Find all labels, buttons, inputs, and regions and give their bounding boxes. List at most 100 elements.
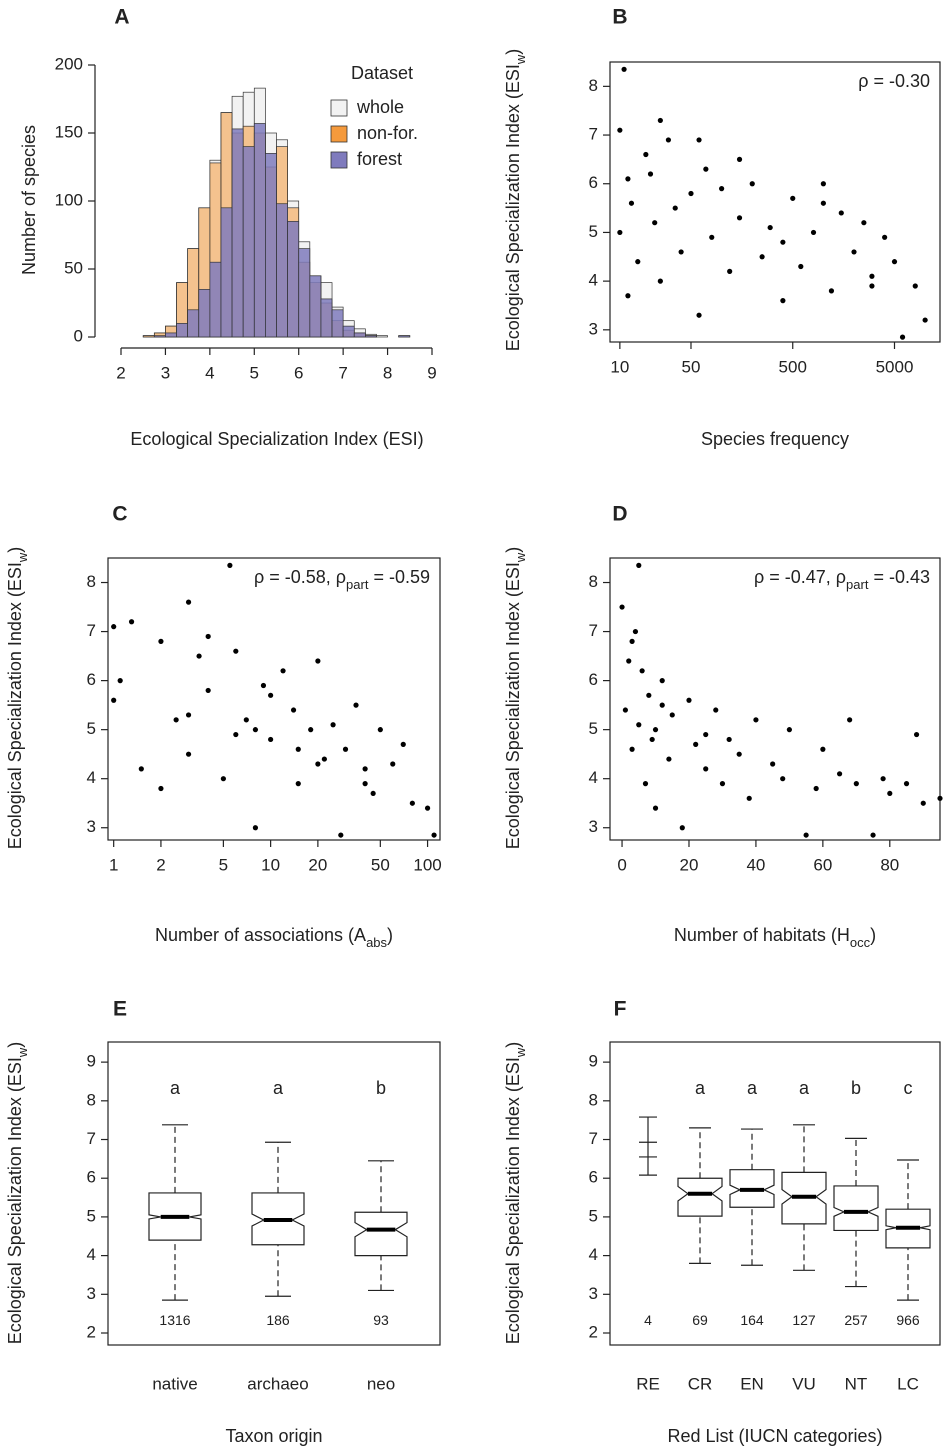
- scatter-point: [899, 334, 906, 340]
- plot-frame: [609, 1041, 941, 1346]
- x-tick-label: 10: [610, 357, 629, 376]
- scatter-point: [891, 259, 898, 265]
- scatter-point: [280, 668, 286, 674]
- legend-title: Dataset: [351, 63, 413, 83]
- scatter-point: [703, 166, 709, 172]
- group-letter: a: [799, 1078, 810, 1098]
- y-tick-label: 150: [55, 122, 83, 141]
- scatter-point: [709, 234, 715, 240]
- y-tick-label: 50: [64, 258, 83, 277]
- count-label: 257: [844, 1312, 868, 1328]
- scatter-point: [665, 137, 672, 143]
- scatter-point: [780, 298, 786, 304]
- x-tick-label: 50: [682, 357, 701, 376]
- scatter-point: [749, 181, 755, 187]
- histogram-bar: [231, 128, 244, 338]
- annotation-part: = -0.59: [368, 567, 430, 587]
- scatter-point: [632, 628, 639, 635]
- scatter-point: [652, 805, 659, 811]
- histogram-bar: [365, 335, 377, 338]
- y-tick-label: 2: [87, 1322, 96, 1341]
- panel-label: A: [114, 6, 129, 29]
- y-tick-label: 8: [87, 1090, 96, 1109]
- scatter-point: [672, 205, 678, 211]
- y-tick-label: 3: [87, 1284, 96, 1303]
- y-tick-label: 3: [87, 817, 96, 836]
- scatter-point: [937, 795, 943, 801]
- scatter-point: [882, 234, 888, 240]
- scatter-point: [111, 624, 117, 630]
- scatter-point: [643, 151, 649, 158]
- annotation-part: part: [846, 577, 869, 592]
- scatter-point: [400, 741, 406, 747]
- y-axis-title-part: Ecological Specialization Index (ESI: [503, 64, 523, 351]
- annotation: ρ = -0.47, ρpart = -0.43: [754, 567, 930, 592]
- scatter-point: [736, 215, 743, 221]
- annotation-part: = -0.43: [868, 567, 930, 587]
- scatter-point: [295, 746, 301, 752]
- y-axis-title-part: ): [503, 1042, 523, 1048]
- scatter-point: [696, 137, 702, 143]
- scatter-point: [659, 678, 665, 684]
- y-tick-label: 6: [87, 670, 96, 689]
- x-tick-label: 3: [161, 363, 170, 382]
- y-tick-label: 8: [589, 572, 598, 591]
- scatter-point: [719, 186, 725, 192]
- x-axis-title-part: ): [387, 925, 393, 945]
- scatter-point: [629, 638, 635, 644]
- histogram-bar: [209, 261, 222, 338]
- scatter-point: [635, 259, 641, 265]
- x-tick-label: 2: [156, 855, 165, 874]
- legend-label: non-for.: [357, 123, 418, 143]
- scatter-point: [158, 638, 164, 644]
- scatter-point: [185, 751, 192, 757]
- scatter-point: [679, 825, 685, 831]
- x-axis-title-part: abs: [366, 935, 387, 950]
- box: [781, 1171, 827, 1225]
- plot-frame: [107, 557, 441, 841]
- scatter-point: [836, 771, 843, 777]
- y-axis-title: Ecological Specialization Index (ESIw): [5, 547, 30, 850]
- scatter-point: [625, 293, 631, 299]
- scatter-point: [851, 249, 857, 255]
- x-axis-title: Species frequency: [701, 429, 849, 449]
- y-tick-label: 9: [87, 1052, 96, 1071]
- histogram-bar: [187, 309, 200, 338]
- histogram-bar: [220, 207, 233, 338]
- scatter-point: [338, 832, 344, 838]
- scatter-point: [853, 781, 859, 787]
- y-tick-label: 6: [589, 1168, 598, 1187]
- x-tick-label: 4: [205, 363, 214, 382]
- x-axis-title-part: Number of associations (A: [155, 925, 366, 945]
- y-tick-label: 4: [87, 768, 96, 787]
- scatter-point: [659, 702, 665, 708]
- x-tick-label: 50: [371, 855, 390, 874]
- scatter-point: [669, 712, 675, 718]
- scatter-point: [621, 66, 627, 72]
- group-letter: a: [695, 1078, 706, 1098]
- box: [833, 1185, 879, 1232]
- x-tick-label: NT: [845, 1374, 868, 1393]
- scatter-point: [636, 562, 642, 568]
- x-tick-label: 40: [746, 855, 765, 874]
- x-tick-label: 8: [383, 363, 392, 382]
- scatter-point: [342, 746, 349, 752]
- scatter-point: [268, 736, 274, 743]
- box: [148, 1192, 202, 1241]
- x-axis-title: Red List (IUCN categories): [667, 1426, 882, 1446]
- x-tick-label: 5000: [876, 357, 914, 376]
- scatter-point: [330, 722, 336, 728]
- histogram-bar: [298, 248, 311, 338]
- x-tick-label: neo: [367, 1374, 395, 1393]
- y-axis-title-part: w: [15, 1047, 30, 1058]
- scatter-point: [869, 283, 875, 289]
- y-tick-label: 6: [87, 1168, 96, 1187]
- scatter-point: [753, 717, 759, 723]
- y-tick-label: 8: [87, 572, 96, 591]
- panel-label: E: [113, 998, 127, 1021]
- histogram-bar: [253, 123, 266, 338]
- y-tick-label: 4: [87, 1245, 96, 1264]
- scatter-point: [820, 181, 826, 187]
- scatter-point: [185, 712, 192, 718]
- group-letter: a: [170, 1078, 181, 1098]
